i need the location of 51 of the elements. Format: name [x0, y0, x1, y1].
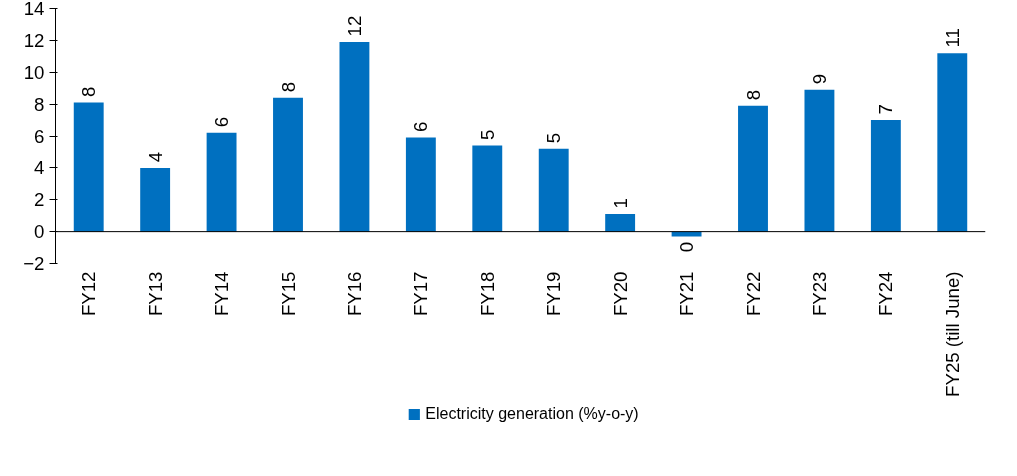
bar: [804, 89, 835, 232]
x-tick-label: FY23: [808, 271, 830, 317]
data-label: 12: [343, 15, 365, 37]
y-tick-label: 2: [34, 189, 45, 211]
bar: [605, 214, 636, 232]
x-tick-label: FY20: [609, 271, 631, 317]
bar: [206, 132, 237, 232]
y-tick-label: −2: [23, 253, 45, 274]
y-tick-label: 8: [34, 93, 45, 115]
x-tick-label: FY21: [676, 271, 698, 317]
x-tick-label: FY12: [78, 271, 100, 317]
y-tick-label: 6: [34, 125, 45, 147]
x-tick-label: FY13: [144, 271, 166, 317]
data-label: 8: [277, 81, 299, 93]
data-label: 5: [543, 132, 565, 144]
bar: [405, 137, 436, 232]
bar: [140, 167, 171, 232]
data-label: 6: [410, 121, 432, 133]
x-tick-label: FY16: [343, 271, 365, 317]
y-tick-label: 0: [34, 221, 45, 243]
bar: [273, 97, 303, 232]
bar: [339, 41, 370, 232]
data-label: 5: [476, 129, 498, 140]
data-label: 9: [808, 73, 830, 85]
data-label: 4: [144, 151, 166, 163]
data-label: 8: [78, 86, 100, 97]
bar: [937, 53, 968, 232]
x-tick-label: FY15: [277, 271, 299, 317]
bar: [870, 120, 901, 232]
y-tick-label: 4: [34, 157, 45, 179]
data-label: 7: [875, 104, 897, 115]
bar: [538, 148, 569, 232]
y-tick-label: 10: [23, 61, 45, 83]
x-tick-label: FY19: [543, 271, 565, 317]
x-tick-label: FY22: [742, 271, 764, 317]
legend-label: Electricity generation (%y-o-y): [425, 405, 639, 423]
x-tick-label: FY17: [410, 271, 432, 317]
y-tick-label: 14: [23, 0, 45, 19]
bar: [472, 145, 503, 232]
bar: [738, 105, 768, 232]
bar: [73, 102, 104, 232]
data-label: 1: [609, 198, 631, 209]
data-label: 8: [742, 89, 764, 101]
x-tick-label: FY14: [211, 271, 233, 317]
x-tick-label: FY18: [476, 271, 498, 317]
x-tick-label: FY25 (till June): [941, 271, 963, 397]
data-label: 11: [941, 28, 963, 48]
data-label: 0: [676, 241, 698, 253]
data-label: 6: [211, 116, 233, 128]
y-tick-label: 12: [23, 29, 45, 51]
x-tick-label: FY24: [875, 271, 897, 317]
